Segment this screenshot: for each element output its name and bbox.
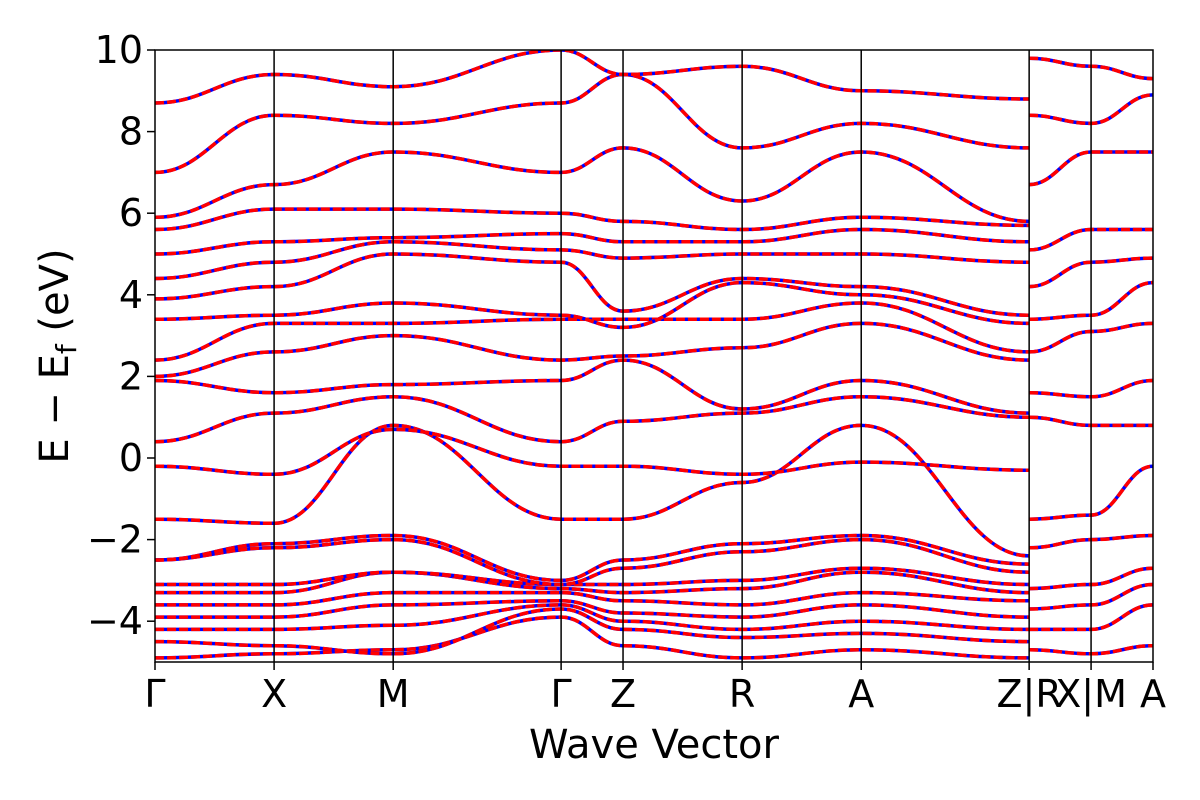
y-tick-label-3: 0 <box>119 436 143 480</box>
band-overlay-line-8 <box>155 537 1030 587</box>
x-tick-label-10: A <box>1140 672 1166 716</box>
y-tick-label-8: 10 <box>95 28 143 72</box>
x-tick-label-9: X|M <box>1055 672 1127 717</box>
y-axis-title-unit: (eV) <box>32 248 78 344</box>
y-axis-title: E − Ef (eV) <box>32 248 83 463</box>
band-overlay-line-10 <box>155 423 1030 558</box>
x-tick-label-1: Γ <box>144 672 165 716</box>
y-axis-title-subscript: f <box>50 343 83 354</box>
band-overlay-line-36 <box>1028 150 1153 187</box>
y-tick-label-7: 8 <box>119 110 143 154</box>
y-tick-label-2: −2 <box>87 518 143 562</box>
x-tick-label-6: R <box>729 672 755 716</box>
x-axis-title: Wave Vector <box>529 722 780 768</box>
x-tick-label-3: M <box>377 672 410 716</box>
x-tick-label-8: Z|R <box>997 672 1062 717</box>
band-overlay-line-29 <box>1029 464 1153 521</box>
y-axis-title-main: E − E <box>32 354 78 464</box>
x-axis-ticks: Γ X M Γ Z R A Z|RX|M A <box>144 662 1166 717</box>
y-tick-label-6: 6 <box>119 191 143 235</box>
y-tick-label-1: −4 <box>87 599 143 643</box>
x-tick-label-7: A <box>848 672 874 716</box>
y-axis-ticks: −4 −2 0 2 4 6 8 10 <box>87 28 155 643</box>
x-tick-label-5: Z <box>610 672 636 716</box>
y-tick-label-5: 4 <box>119 273 143 317</box>
band-overlay-line-2 <box>155 607 1030 656</box>
band-overlay-line-1 <box>155 615 1030 660</box>
high-symmetry-lines <box>273 50 1092 662</box>
plot-frame <box>154 49 1154 663</box>
y-tick-label-4: 2 <box>119 354 143 398</box>
x-tick-label-2: X <box>261 672 287 716</box>
x-tick-label-4: Γ <box>551 672 572 716</box>
